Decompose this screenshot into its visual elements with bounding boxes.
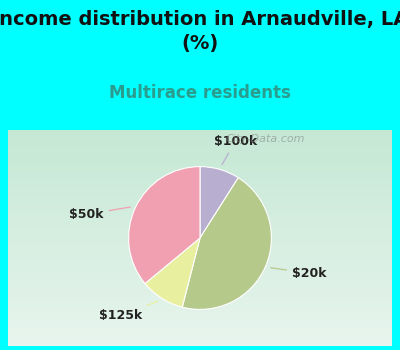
Wedge shape (200, 167, 238, 238)
Text: $20k: $20k (270, 267, 326, 280)
Text: $125k: $125k (98, 301, 158, 322)
Text: Income distribution in Arnaudville, LA
(%): Income distribution in Arnaudville, LA (… (0, 10, 400, 53)
Text: City-Data.com: City-Data.com (225, 134, 305, 144)
Wedge shape (129, 167, 200, 284)
Text: $50k: $50k (69, 207, 130, 221)
Wedge shape (182, 178, 271, 309)
Text: Multirace residents: Multirace residents (109, 84, 291, 102)
Text: $100k: $100k (214, 135, 257, 164)
Wedge shape (145, 238, 200, 307)
